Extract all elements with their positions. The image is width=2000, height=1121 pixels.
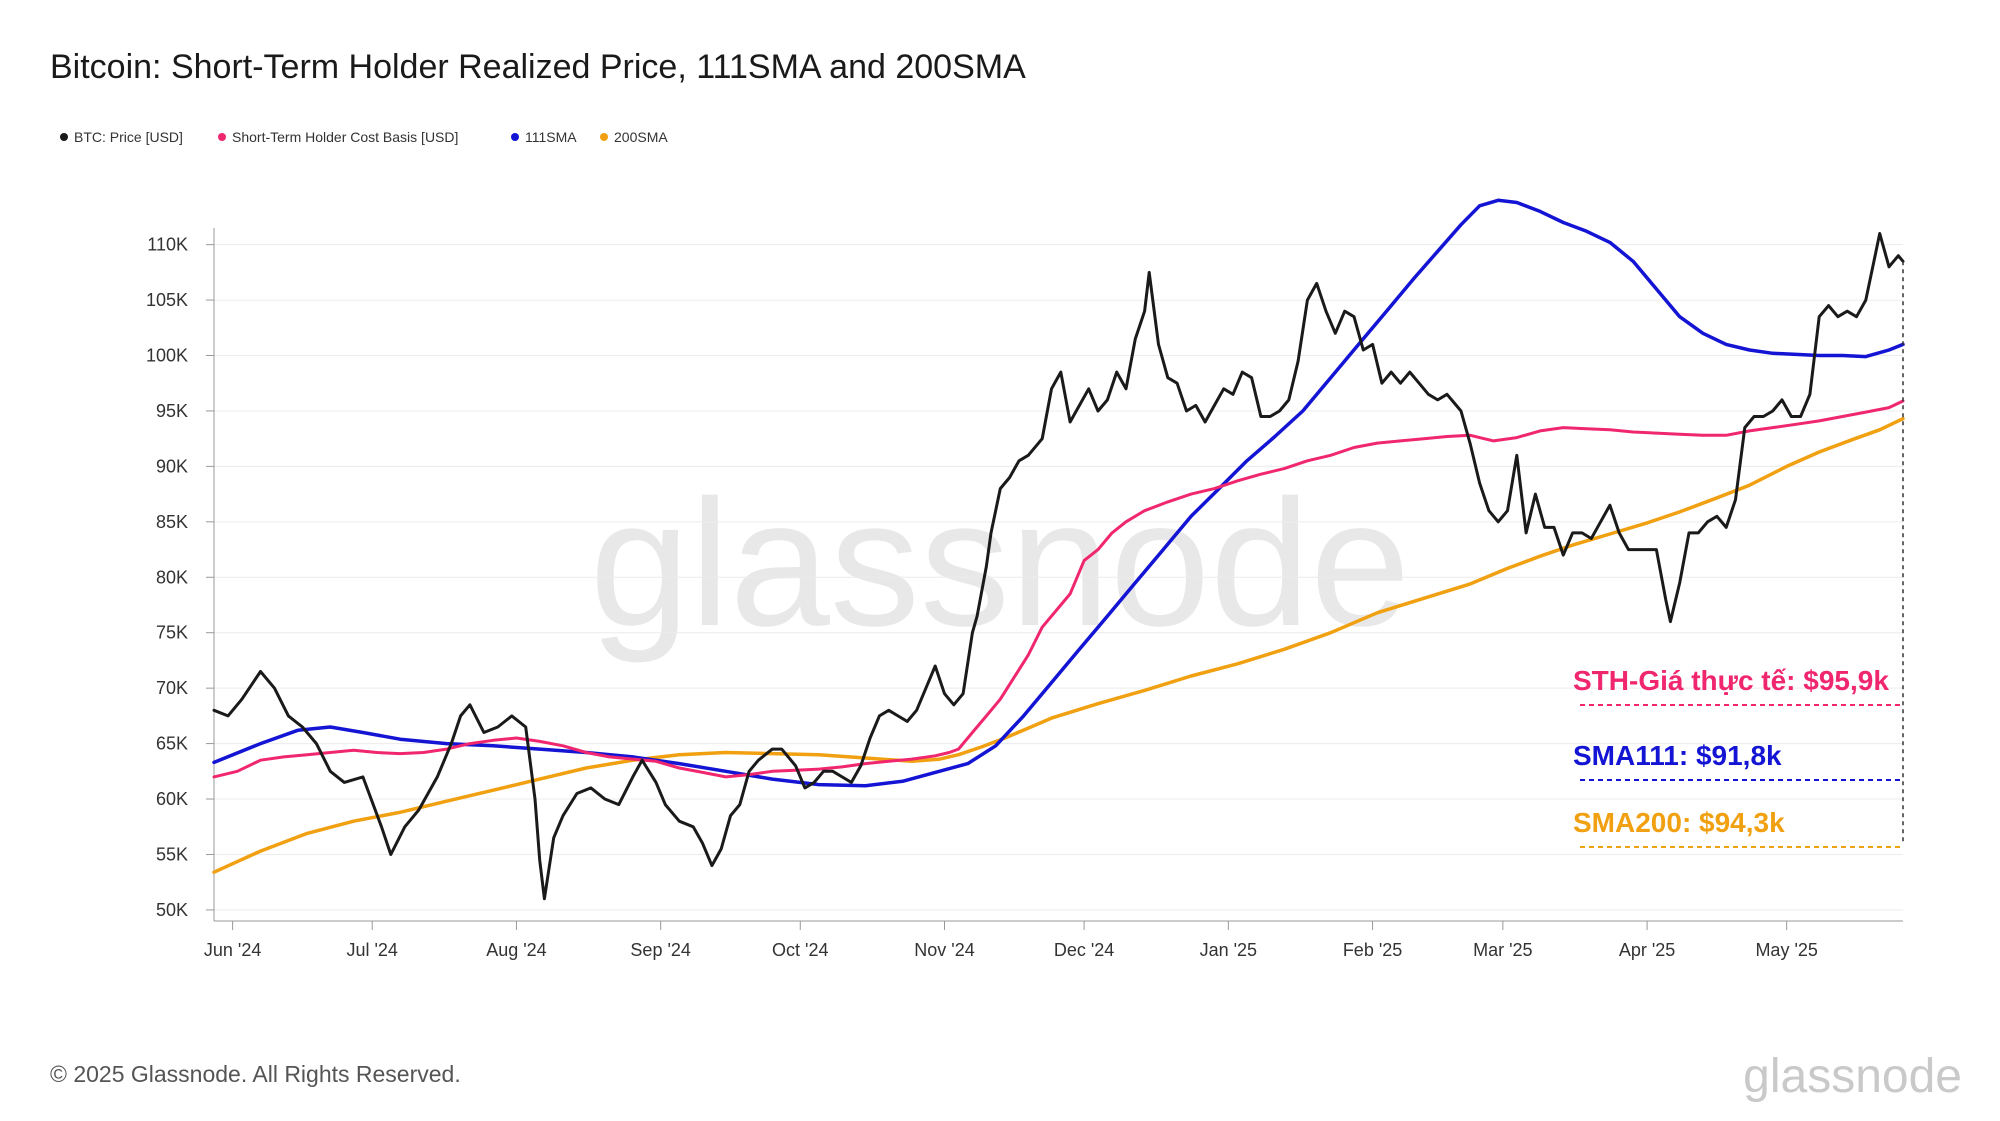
legend-marker-sma111 xyxy=(511,133,519,141)
legend: BTC: Price [USD] Short-Term Holder Cost … xyxy=(60,129,668,145)
y-tick-label: 60K xyxy=(156,789,188,809)
legend-label-price[interactable]: BTC: Price [USD] xyxy=(74,129,183,145)
x-tick-label: Mar '25 xyxy=(1473,940,1532,960)
x-tick-label: Apr '25 xyxy=(1619,940,1675,960)
chart-title: Bitcoin: Short-Term Holder Realized Pric… xyxy=(50,48,1026,86)
y-tick-label: 70K xyxy=(156,678,188,698)
series-layer xyxy=(212,198,1905,901)
y-tick-label: 80K xyxy=(156,567,188,587)
annotation-label-1: SMA111: $91,8k xyxy=(1573,740,1782,771)
y-tick-label: 95K xyxy=(156,401,188,421)
x-tick-label: Aug '24 xyxy=(486,940,547,960)
footer-copyright: © 2025 Glassnode. All Rights Reserved. xyxy=(50,1061,461,1087)
y-tick-label: 65K xyxy=(156,734,188,754)
x-tick-label: Jan '25 xyxy=(1200,940,1257,960)
series-line-1 xyxy=(212,399,1905,779)
y-tick-label: 50K xyxy=(156,900,188,920)
grid xyxy=(214,244,1903,911)
y-axis: 50K 55K 60K 65K 70K 75K 80K 85K 90K 95K 100K 105K 11… xyxy=(146,228,215,921)
legend-label-sma200[interactable]: 200SMA xyxy=(614,129,668,145)
watermark-corner: glassnode xyxy=(1743,1050,1962,1103)
x-tick-label: Nov '24 xyxy=(914,940,974,960)
x-tick-label: Oct '24 xyxy=(772,940,828,960)
x-axis: Jun '24 Jul '24 Aug '24 Sep '24 Oct '24 Nov '… xyxy=(204,920,1903,960)
y-tick-label: 110K xyxy=(147,235,188,255)
y-tick-label: 100K xyxy=(146,346,188,366)
annotation-label-0: STH-Giá thực tế: $95,9k xyxy=(1573,665,1889,696)
x-tick-label: May '25 xyxy=(1755,940,1817,960)
annotations: STH-Giá thực tế: $95,9k SMA111: $91,8k SMA… xyxy=(1573,261,1904,848)
y-tick-label: 105K xyxy=(146,290,188,310)
legend-label-sth[interactable]: Short-Term Holder Cost Basis [USD] xyxy=(232,129,458,145)
legend-marker-sma200 xyxy=(600,133,608,141)
x-tick-label: Feb '25 xyxy=(1343,940,1402,960)
x-tick-label: Jun '24 xyxy=(204,940,261,960)
x-tick-label: Dec '24 xyxy=(1054,940,1114,960)
annotation-label-2: SMA200: $94,3k xyxy=(1573,807,1785,838)
x-tick-label: Jul '24 xyxy=(346,940,397,960)
y-tick-label: 75K xyxy=(156,623,188,643)
y-tick-label: 55K xyxy=(156,844,188,864)
series-line-0 xyxy=(212,232,1905,901)
x-tick-label: Sep '24 xyxy=(630,940,691,960)
legend-marker-price xyxy=(60,133,68,141)
y-tick-label: 85K xyxy=(156,512,188,532)
legend-marker-sth xyxy=(218,133,226,141)
series-line-3 xyxy=(212,416,1905,874)
y-tick-label: 90K xyxy=(156,456,188,476)
legend-label-sma111[interactable]: 111SMA xyxy=(525,129,577,145)
